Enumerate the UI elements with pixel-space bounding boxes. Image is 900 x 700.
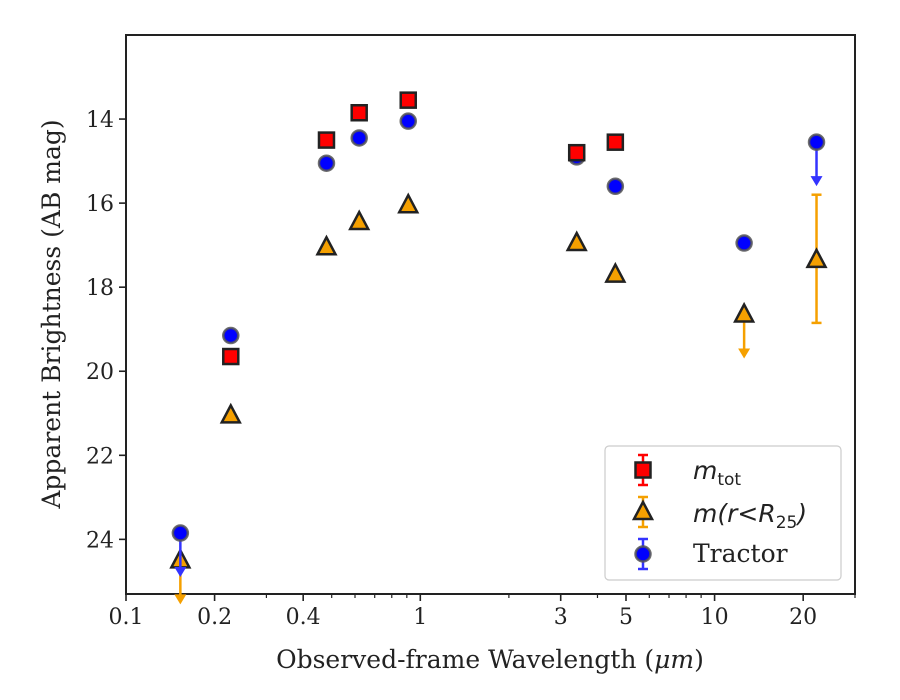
data-point-circle [171,524,190,542]
data-point-triangle [315,234,338,256]
y-tick-label: 18 [86,276,114,301]
y-tick-label: 24 [86,528,114,553]
x-tick-label: 1 [413,605,427,630]
data-point-circle [222,326,240,345]
data-point-circle [735,234,753,252]
series-circle [171,112,826,578]
x-tick-label: 20 [789,605,817,630]
data-point-square [350,104,368,122]
data-point-triangle [348,209,371,231]
upper-limit-arrow-head [174,567,187,578]
x-tick-label: 3 [554,605,568,630]
data-point-square [317,131,336,149]
x-tick-label: 0.1 [109,605,144,630]
x-tick-label: 0.4 [286,605,321,630]
data-point-triangle [733,301,756,323]
y-tick-label: 20 [86,360,114,385]
legend-marker-circle [634,545,652,563]
data-point-circle [317,154,336,172]
y-tick-label: 14 [86,108,114,133]
data-point-square [606,133,625,151]
y-axis-label: Apparent Brightness (AB mag) [37,119,66,509]
x-axis-label-unit: μm [654,645,694,674]
x-axis-label: Observed-frame Wavelength (μm) [276,645,704,674]
series-square [222,91,625,366]
data-point-triangle [805,247,828,269]
data-point-square [399,91,417,109]
data-point-triangle [604,261,627,283]
legend-label-mr25: m(r<R25) [693,499,807,533]
legend: mtot m(r<R25) Tractor [604,445,842,581]
data-point-circle [350,129,368,147]
legend-box [604,445,842,581]
upper-limit-arrow-head [738,348,751,359]
data-point-circle [807,133,826,151]
x-tick-label: 0.2 [197,605,232,630]
plot-frame [125,34,856,595]
y-tick-label: 22 [86,444,114,469]
legend-label-tractor: Tractor [693,539,788,568]
upper-limit-arrow-head [174,594,187,605]
data-point-square [567,143,586,162]
data-point-circle [399,112,417,130]
legend-label-mtot: mtot [693,456,741,490]
x-tick-label: 10 [701,605,729,630]
data-point-triangle [397,192,420,214]
data-point-triangle [219,402,242,424]
upper-limit-arrow-head [810,176,823,187]
data-point-circle [606,177,625,196]
y-tick-label: 16 [86,192,114,217]
legend-marker-square [634,461,652,479]
data-marks [169,91,828,605]
legend-marker-triangle [631,499,655,521]
y-axis-ticks: 14 16 18 20 22 24 [86,108,126,553]
x-axis-ticks: 0.1 0.2 0.4 1 3 5 10 20 [109,594,856,630]
x-tick-label: 5 [619,605,633,630]
data-point-square [222,347,240,366]
data-point-triangle [565,230,588,252]
